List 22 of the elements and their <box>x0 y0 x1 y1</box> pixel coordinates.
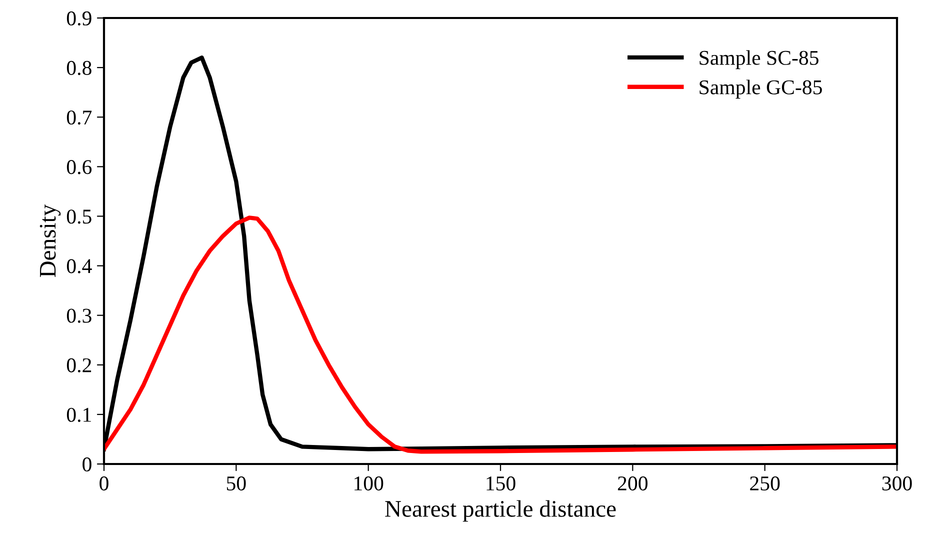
x-tick-label: 100 <box>354 476 384 490</box>
x-tick-label: 150 <box>486 476 516 490</box>
y-tick-label: 0.1 <box>66 408 91 422</box>
y-tick-label: 0.3 <box>66 308 92 323</box>
x-tick-label: 50 <box>226 476 246 490</box>
x-tick-label: 250 <box>750 476 780 490</box>
x-axis-title: Nearest particle distance <box>385 500 616 522</box>
y-tick-label: 0 <box>82 457 92 472</box>
y-axis-title: Density <box>40 204 61 278</box>
x-tick-label: 300 <box>882 476 912 490</box>
y-tick-label: 0.4 <box>66 259 92 274</box>
legend-label: Sample SC-85 <box>700 50 818 70</box>
y-tick-label: 0.2 <box>66 358 92 372</box>
x-tick-label: 200 <box>618 476 648 490</box>
y-tick-label: 0.5 <box>66 210 92 224</box>
y-tick-label: 0.7 <box>66 110 92 125</box>
x-tick-label: 0 <box>100 476 108 490</box>
y-tick-label: 0.9 <box>66 11 92 26</box>
line-series <box>104 216 897 454</box>
y-tick-label: 0.6 <box>66 160 92 174</box>
y-tick-label: 0.8 <box>66 60 92 76</box>
legend-label: Sample GC-85 <box>700 80 822 99</box>
